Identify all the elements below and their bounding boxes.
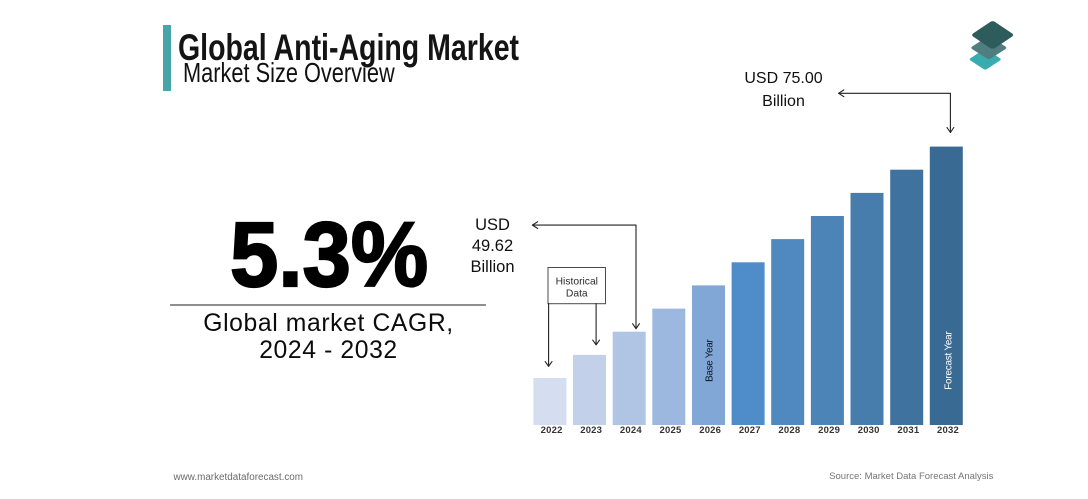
svg-text:Base Year: Base Year (705, 339, 716, 382)
svg-text:Historical: Historical (556, 276, 598, 287)
svg-text:Forecast Year: Forecast Year (943, 331, 954, 390)
svg-text:2022: 2022 (541, 425, 563, 436)
svg-text:2026: 2026 (699, 425, 721, 436)
svg-text:2032: 2032 (937, 425, 959, 436)
svg-text:2025: 2025 (660, 425, 682, 436)
svg-text:2028: 2028 (778, 425, 800, 436)
svg-text:2031: 2031 (897, 425, 919, 436)
svg-text:2023: 2023 (580, 425, 602, 436)
svg-text:2024: 2024 (620, 425, 642, 436)
svg-text:2027: 2027 (739, 425, 761, 436)
svg-text:Data: Data (566, 289, 588, 300)
svg-text:2029: 2029 (818, 425, 840, 436)
svg-text:2030: 2030 (858, 425, 880, 436)
